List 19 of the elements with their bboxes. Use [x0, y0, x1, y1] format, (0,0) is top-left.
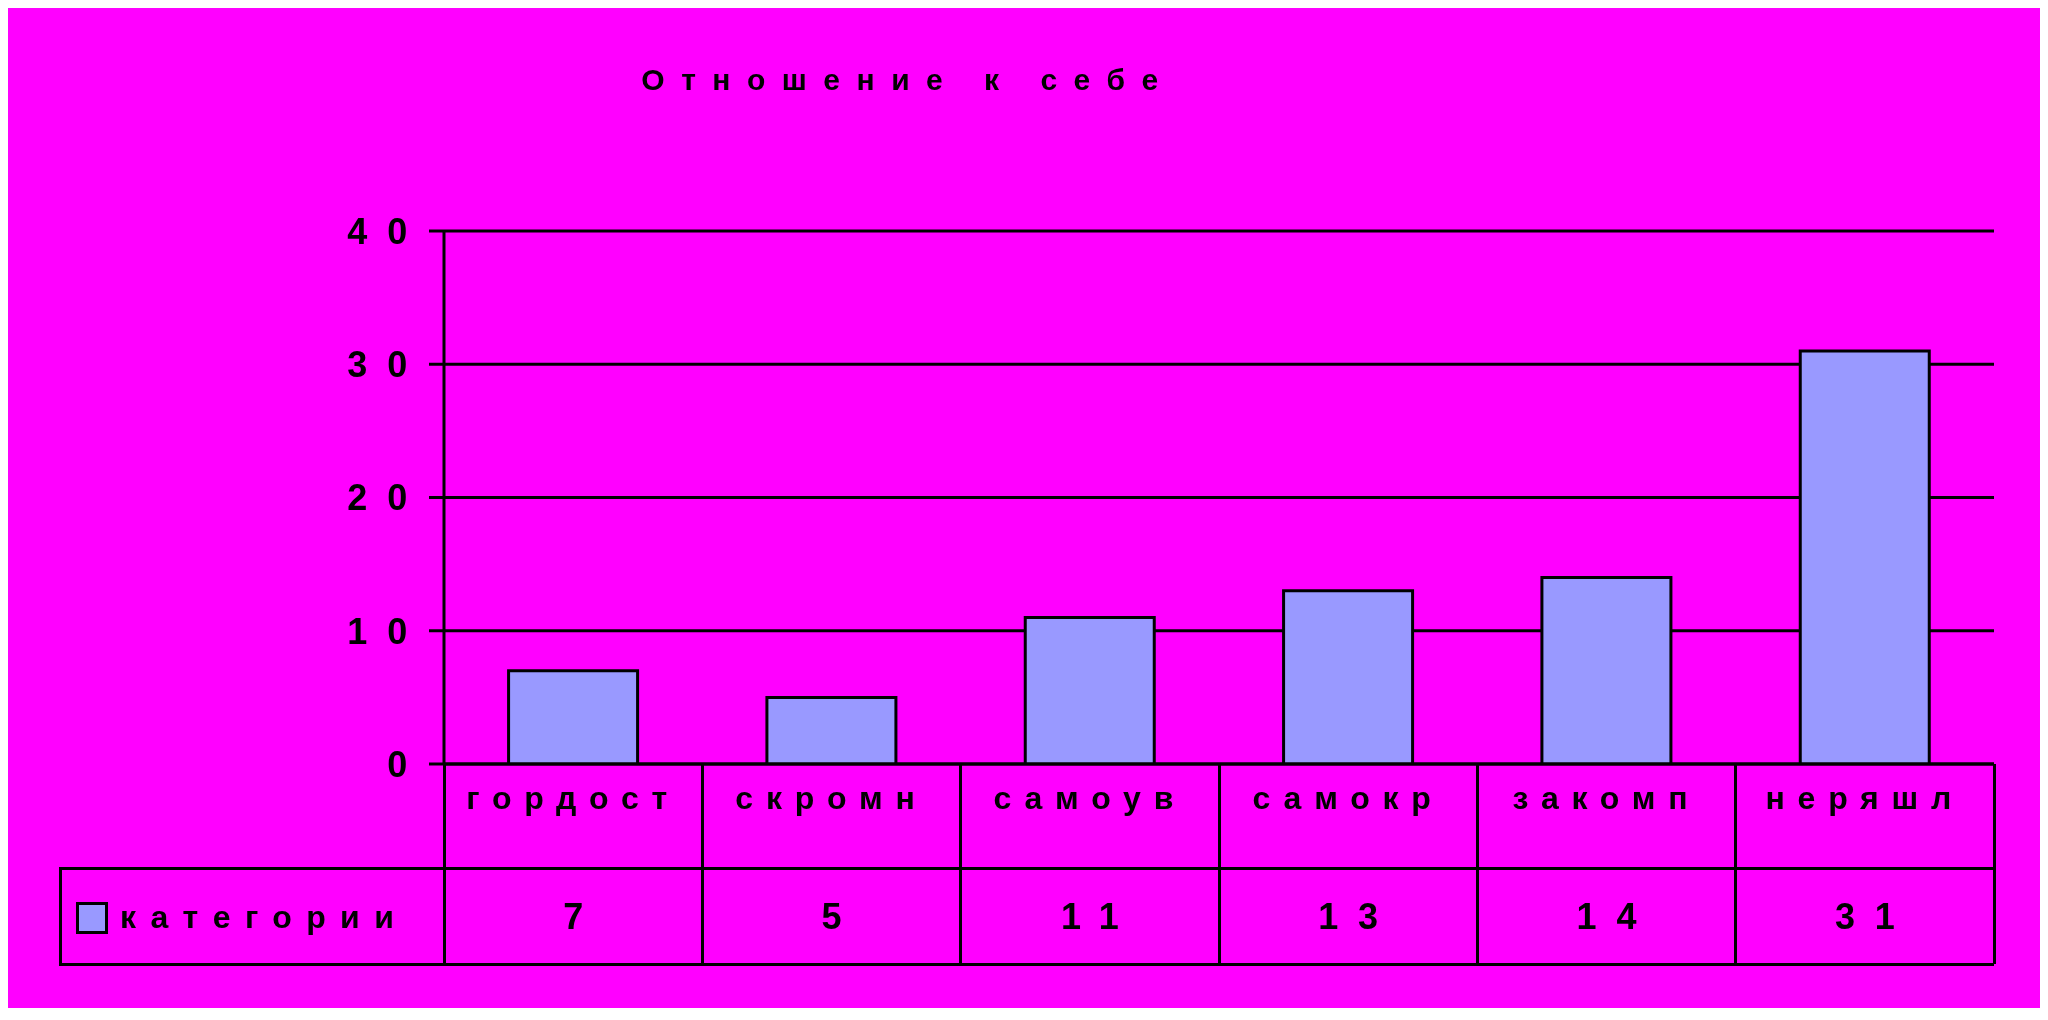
x-tick-label: гордост	[466, 779, 681, 816]
legend-label: категории	[120, 899, 409, 936]
chart-title: Отношение к себе	[640, 63, 1176, 97]
y-tick-label: 0	[387, 743, 427, 785]
y-tick-label: 20	[347, 477, 427, 519]
y-tick-label: 30	[347, 344, 427, 386]
y-tick-label: 10	[347, 610, 427, 652]
data-label: 13	[1317, 896, 1399, 938]
data-label: 11	[1059, 896, 1140, 938]
x-tick-label: скромн	[735, 779, 928, 816]
data-label: 5	[820, 896, 863, 938]
x-tick-label: самокр	[1252, 779, 1444, 816]
data-label: 14	[1575, 896, 1658, 938]
x-tick-label: неряшл	[1765, 779, 1965, 816]
y-tick-label: 40	[347, 210, 427, 252]
x-tick-label: самоув	[993, 779, 1187, 816]
x-tick-label: закомп	[1512, 779, 1701, 816]
data-label: 31	[1833, 896, 1916, 938]
data-label: 7	[562, 896, 604, 938]
